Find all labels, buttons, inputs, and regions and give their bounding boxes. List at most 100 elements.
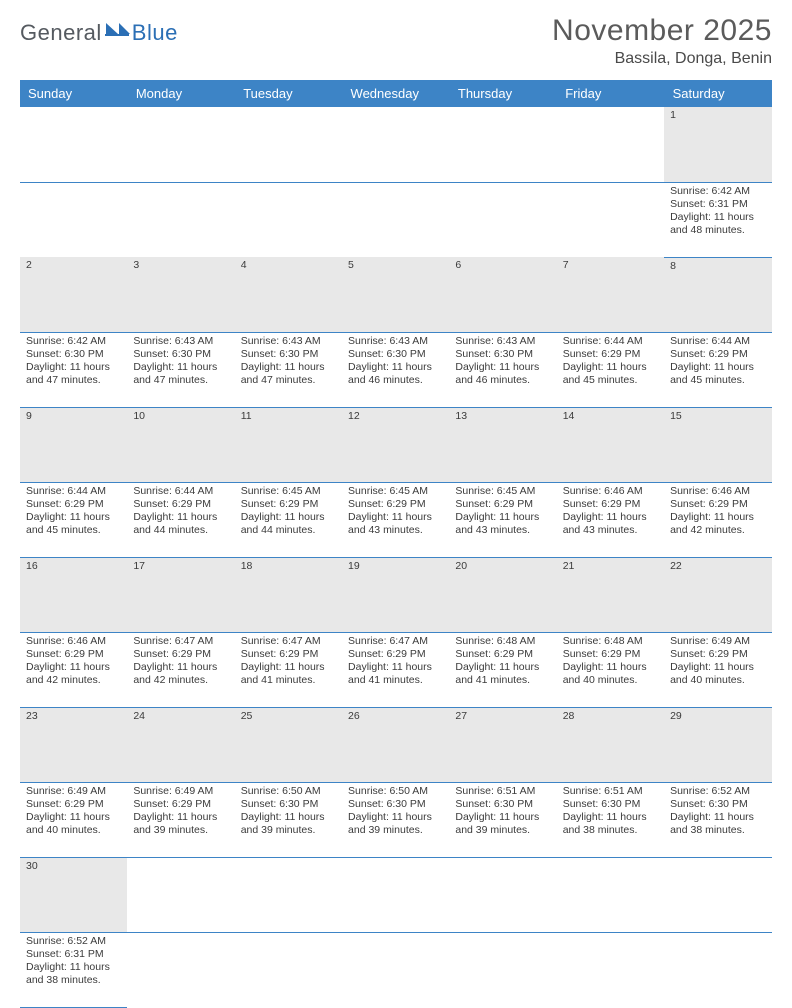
day-detail-row: Sunrise: 6:42 AMSunset: 6:30 PMDaylight:… (20, 332, 772, 407)
daylight-text: Daylight: 11 hours and 38 minutes. (563, 811, 658, 837)
day-number-cell (557, 857, 664, 932)
day-detail-cell: Sunrise: 6:43 AMSunset: 6:30 PMDaylight:… (127, 332, 234, 407)
day-number-cell: 28 (557, 707, 664, 782)
day-number-row: 2345678 (20, 257, 772, 332)
day-number-cell: 20 (449, 557, 556, 632)
sunrise-text: Sunrise: 6:51 AM (455, 785, 550, 798)
day-number-cell: 5 (342, 257, 449, 332)
sunrise-text: Sunrise: 6:46 AM (670, 485, 765, 498)
day-detail-cell (342, 182, 449, 257)
sunrise-text: Sunrise: 6:44 AM (133, 485, 228, 498)
sunrise-text: Sunrise: 6:50 AM (348, 785, 443, 798)
day-detail-cell: Sunrise: 6:46 AMSunset: 6:29 PMDaylight:… (557, 482, 664, 557)
sunset-text: Sunset: 6:29 PM (670, 348, 765, 361)
sunrise-text: Sunrise: 6:44 AM (670, 335, 765, 348)
day-number-cell: 13 (449, 407, 556, 482)
sunset-text: Sunset: 6:29 PM (133, 648, 228, 661)
sunset-text: Sunset: 6:30 PM (455, 798, 550, 811)
sunrise-text: Sunrise: 6:47 AM (348, 635, 443, 648)
day-number-row: 1 (20, 107, 772, 182)
sunset-text: Sunset: 6:29 PM (563, 348, 658, 361)
day-detail-cell (235, 182, 342, 257)
daylight-text: Daylight: 11 hours and 39 minutes. (241, 811, 336, 837)
day-detail-cell: Sunrise: 6:45 AMSunset: 6:29 PMDaylight:… (342, 482, 449, 557)
day-detail-row: Sunrise: 6:44 AMSunset: 6:29 PMDaylight:… (20, 482, 772, 557)
daylight-text: Daylight: 11 hours and 38 minutes. (670, 811, 765, 837)
day-detail-cell: Sunrise: 6:45 AMSunset: 6:29 PMDaylight:… (449, 482, 556, 557)
sunset-text: Sunset: 6:30 PM (348, 798, 443, 811)
day-number-cell: 18 (235, 557, 342, 632)
day-number-cell: 11 (235, 407, 342, 482)
day-detail-cell: Sunrise: 6:48 AMSunset: 6:29 PMDaylight:… (449, 632, 556, 707)
sunrise-text: Sunrise: 6:45 AM (241, 485, 336, 498)
sunrise-text: Sunrise: 6:46 AM (26, 635, 121, 648)
daylight-text: Daylight: 11 hours and 41 minutes. (241, 661, 336, 687)
day-number-row: 9101112131415 (20, 407, 772, 482)
logo-flag-icon (104, 21, 130, 46)
day-detail-cell: Sunrise: 6:47 AMSunset: 6:29 PMDaylight:… (235, 632, 342, 707)
day-number-cell: 1 (664, 107, 771, 182)
location: Bassila, Donga, Benin (552, 50, 772, 68)
daylight-text: Daylight: 11 hours and 40 minutes. (670, 661, 765, 687)
sunrise-text: Sunrise: 6:52 AM (26, 935, 121, 948)
daylight-text: Daylight: 11 hours and 47 minutes. (241, 361, 336, 387)
sunset-text: Sunset: 6:29 PM (348, 648, 443, 661)
sunrise-text: Sunrise: 6:43 AM (133, 335, 228, 348)
day-number-cell: 27 (449, 707, 556, 782)
sunset-text: Sunset: 6:29 PM (241, 648, 336, 661)
day-detail-cell (557, 182, 664, 257)
day-detail-cell (20, 182, 127, 257)
day-number-cell (20, 107, 127, 182)
logo-text-blue: Blue (132, 20, 178, 46)
sunset-text: Sunset: 6:30 PM (133, 348, 228, 361)
daylight-text: Daylight: 11 hours and 40 minutes. (26, 811, 121, 837)
day-number-cell: 19 (342, 557, 449, 632)
day-number-row: 16171819202122 (20, 557, 772, 632)
day-detail-cell (557, 932, 664, 1007)
day-number-cell (127, 857, 234, 932)
day-number-cell (235, 857, 342, 932)
sunset-text: Sunset: 6:29 PM (26, 648, 121, 661)
day-detail-cell: Sunrise: 6:50 AMSunset: 6:30 PMDaylight:… (235, 782, 342, 857)
daylight-text: Daylight: 11 hours and 40 minutes. (563, 661, 658, 687)
sunset-text: Sunset: 6:29 PM (455, 498, 550, 511)
sunrise-text: Sunrise: 6:49 AM (670, 635, 765, 648)
day-detail-cell: Sunrise: 6:48 AMSunset: 6:29 PMDaylight:… (557, 632, 664, 707)
day-number-cell: 15 (664, 407, 771, 482)
day-detail-cell (127, 932, 234, 1007)
day-number-cell: 3 (127, 257, 234, 332)
daylight-text: Daylight: 11 hours and 47 minutes. (26, 361, 121, 387)
day-header: Saturday (664, 80, 771, 107)
daylight-text: Daylight: 11 hours and 39 minutes. (348, 811, 443, 837)
sunset-text: Sunset: 6:29 PM (26, 798, 121, 811)
daylight-text: Daylight: 11 hours and 42 minutes. (670, 511, 765, 537)
day-number-row: 30 (20, 857, 772, 932)
header: General Blue November 2025 Bassila, Dong… (20, 14, 772, 68)
sunset-text: Sunset: 6:30 PM (26, 348, 121, 361)
day-header: Monday (127, 80, 234, 107)
daylight-text: Daylight: 11 hours and 43 minutes. (455, 511, 550, 537)
sunrise-text: Sunrise: 6:44 AM (26, 485, 121, 498)
day-number-cell: 17 (127, 557, 234, 632)
daylight-text: Daylight: 11 hours and 43 minutes. (348, 511, 443, 537)
day-detail-cell: Sunrise: 6:44 AMSunset: 6:29 PMDaylight:… (664, 332, 771, 407)
day-header-row: SundayMondayTuesdayWednesdayThursdayFrid… (20, 80, 772, 107)
day-detail-row: Sunrise: 6:46 AMSunset: 6:29 PMDaylight:… (20, 632, 772, 707)
day-detail-cell: Sunrise: 6:43 AMSunset: 6:30 PMDaylight:… (235, 332, 342, 407)
day-number-cell (557, 107, 664, 182)
day-detail-cell: Sunrise: 6:42 AMSunset: 6:31 PMDaylight:… (664, 182, 771, 257)
daylight-text: Daylight: 11 hours and 45 minutes. (26, 511, 121, 537)
day-number-cell (127, 107, 234, 182)
daylight-text: Daylight: 11 hours and 45 minutes. (670, 361, 765, 387)
daylight-text: Daylight: 11 hours and 38 minutes. (26, 961, 121, 987)
day-detail-cell: Sunrise: 6:44 AMSunset: 6:29 PMDaylight:… (557, 332, 664, 407)
day-detail-cell: Sunrise: 6:49 AMSunset: 6:29 PMDaylight:… (127, 782, 234, 857)
sunset-text: Sunset: 6:30 PM (563, 798, 658, 811)
sunrise-text: Sunrise: 6:49 AM (26, 785, 121, 798)
day-number-cell: 29 (664, 707, 771, 782)
day-detail-row: Sunrise: 6:42 AMSunset: 6:31 PMDaylight:… (20, 182, 772, 257)
sunset-text: Sunset: 6:29 PM (348, 498, 443, 511)
day-detail-cell (449, 932, 556, 1007)
sunrise-text: Sunrise: 6:42 AM (26, 335, 121, 348)
day-detail-cell: Sunrise: 6:52 AMSunset: 6:31 PMDaylight:… (20, 932, 127, 1007)
